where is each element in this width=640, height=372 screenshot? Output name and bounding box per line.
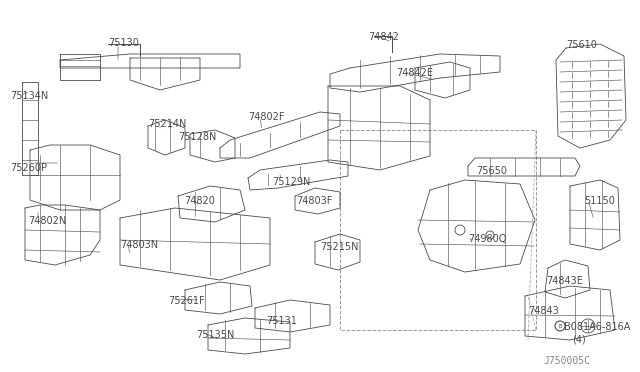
Text: 75261F: 75261F [168, 296, 205, 306]
Text: 75134N: 75134N [10, 91, 48, 101]
Text: 74802N: 74802N [28, 216, 67, 226]
Text: 74820: 74820 [184, 196, 215, 206]
Text: (4): (4) [572, 334, 586, 344]
Text: 75214N: 75214N [148, 119, 186, 129]
Text: 74803N: 74803N [120, 240, 158, 250]
Text: 74843E: 74843E [546, 276, 583, 286]
Text: 74843: 74843 [528, 306, 559, 316]
Text: 74842E: 74842E [396, 68, 433, 78]
Text: J750005C: J750005C [543, 356, 590, 366]
Text: B081A6-816A: B081A6-816A [564, 322, 630, 332]
Text: 74803F: 74803F [296, 196, 332, 206]
Text: 75650: 75650 [476, 166, 507, 176]
Text: 51150: 51150 [584, 196, 615, 206]
Text: 75215N: 75215N [320, 242, 358, 252]
Text: 74802F: 74802F [248, 112, 285, 122]
Text: 75131: 75131 [266, 316, 297, 326]
Text: 75610: 75610 [566, 40, 597, 50]
Text: 74842: 74842 [368, 32, 399, 42]
Text: 75129N: 75129N [272, 177, 310, 187]
Text: 75130: 75130 [108, 38, 139, 48]
Text: 75260P: 75260P [10, 163, 47, 173]
Bar [340, 130, 536, 330]
Text: 75135N: 75135N [196, 330, 234, 340]
Text: B: B [558, 324, 562, 328]
Text: 75128N: 75128N [178, 132, 216, 142]
Text: 74980Q: 74980Q [468, 234, 506, 244]
